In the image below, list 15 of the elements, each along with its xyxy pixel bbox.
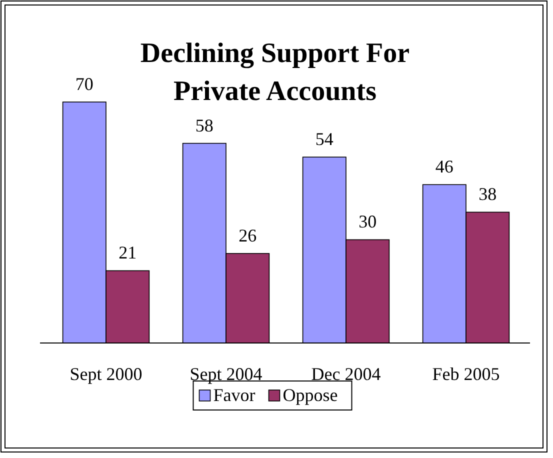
data-label: 54	[315, 129, 334, 150]
legend-label: Favor	[213, 385, 256, 405]
data-label: 46	[435, 156, 454, 177]
data-label: 58	[195, 115, 214, 136]
data-label: 30	[358, 212, 377, 232]
x-tick-label: Sept 2004	[190, 364, 262, 384]
data-label: 70	[75, 74, 94, 94]
x-tick-label: Feb 2005	[432, 364, 500, 384]
data-label: 38	[478, 184, 497, 204]
legend-label: Oppose	[282, 385, 338, 405]
data-label: 21	[118, 242, 137, 263]
data-label: 26	[238, 225, 257, 246]
x-tick-label: Sept 2000	[70, 364, 142, 384]
x-tick-label: Dec 2004	[311, 364, 381, 384]
chart-title: Declining Support For Private Accounts	[140, 38, 410, 107]
